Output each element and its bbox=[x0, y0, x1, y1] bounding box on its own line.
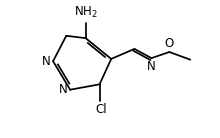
Text: O: O bbox=[165, 37, 174, 50]
Text: N: N bbox=[59, 83, 68, 96]
Text: N: N bbox=[147, 60, 156, 73]
Text: N: N bbox=[42, 55, 51, 68]
Text: NH$_2$: NH$_2$ bbox=[74, 5, 97, 20]
Text: Cl: Cl bbox=[95, 103, 107, 116]
